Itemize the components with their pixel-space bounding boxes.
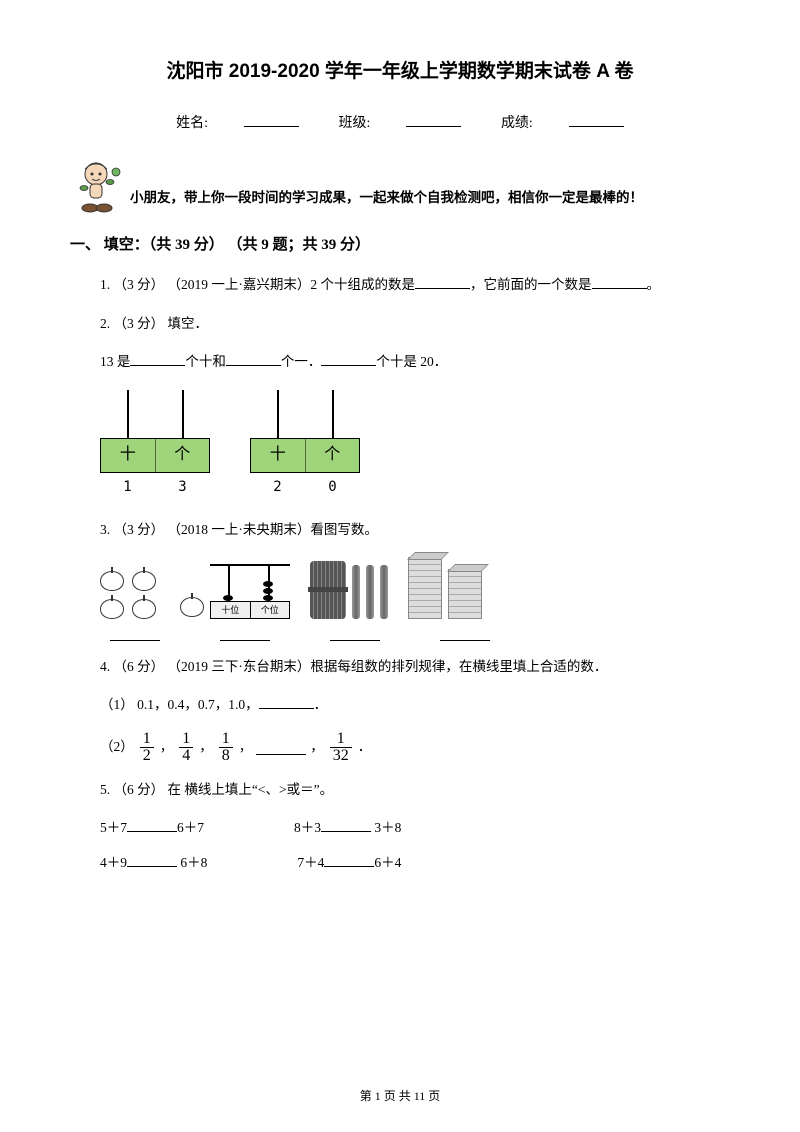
frac-1-8: 18 — [219, 731, 233, 764]
frac-1-4: 14 — [179, 731, 193, 764]
q2-blank2 — [226, 352, 281, 366]
q2-blank3 — [321, 352, 376, 366]
frac-1-2: 12 — [140, 731, 154, 764]
q4-blank2 — [256, 741, 306, 755]
page-title: 沈阳市 2019-2020 学年一年级上学期数学期末试卷 A 卷 — [70, 55, 730, 89]
class-blank — [406, 113, 461, 127]
frac-1-32: 132 — [330, 731, 352, 764]
mascot-icon — [76, 158, 124, 214]
intro-row: 小朋友，带上你一段时间的学习成果，一起来做个自我检测吧，相信你一定是最棒的！ — [70, 158, 730, 214]
student-info: 姓名: 班级: 成绩: — [70, 111, 730, 136]
question-4-2: （2） 12， 14， 18， ， 132． — [70, 731, 730, 764]
intro-text: 小朋友，带上你一段时间的学习成果，一起来做个自我检测吧，相信你一定是最棒的！ — [130, 186, 643, 214]
place-value-charts: 十个 13 十个 20 — [70, 388, 730, 500]
q4-blank1 — [259, 695, 314, 709]
name-blank — [244, 113, 299, 127]
score-label: 成绩: — [501, 116, 533, 131]
chart-20: 十个 20 — [250, 388, 360, 500]
q2-blank1 — [130, 352, 185, 366]
q5-row2: 4＋9 6＋8 7＋46＋4 — [70, 851, 730, 875]
q1-blank2 — [592, 275, 647, 289]
question-2-line: 13 是个十和个一．个十是 20． — [70, 350, 730, 374]
page-footer: 第 1 页 共 11 页 — [0, 1086, 800, 1108]
question-1: 1. （3 分） （2019 一上·嘉兴期末）2 个十组成的数是，它前面的一个数… — [70, 273, 730, 297]
blocks-icon — [408, 557, 482, 619]
name-label: 姓名: — [176, 116, 208, 131]
question-4: 4. （6 分） （2019 三下·东台期末）根据每组数的排列规律，在横线里填上… — [70, 655, 730, 679]
q3-figures: 十位个位 — [70, 557, 730, 619]
question-2: 2. （3 分） 填空． — [70, 312, 730, 336]
exam-page: 沈阳市 2019-2020 学年一年级上学期数学期末试卷 A 卷 姓名: 班级:… — [0, 0, 800, 875]
question-4-1: （1） 0.1，0.4，0.7，1.0，． — [70, 693, 730, 717]
q1-blank1 — [415, 275, 470, 289]
question-5: 5. （6 分） 在 横线上填上“<、>或＝”。 — [70, 778, 730, 802]
q3-answer-blanks — [70, 627, 730, 641]
section-heading: 一、 填空：（共 39 分） （共 9 题；共 39 分） — [70, 232, 730, 259]
sticks-icon — [310, 561, 388, 619]
class-label: 班级: — [339, 116, 371, 131]
chart-13: 十个 13 — [100, 388, 210, 500]
q5-row1: 5＋76＋7 8＋3 3＋8 — [70, 816, 730, 840]
score-blank — [569, 113, 624, 127]
apple-abacus: 十位个位 — [180, 564, 290, 619]
question-3: 3. （3 分） （2018 一上·未央期末）看图写数。 — [70, 518, 730, 542]
apples-icon — [100, 567, 160, 619]
